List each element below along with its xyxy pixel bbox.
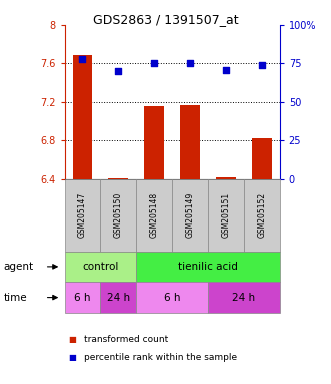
Text: 24 h: 24 h <box>232 293 256 303</box>
Text: ■: ■ <box>68 335 76 344</box>
Point <box>116 68 121 74</box>
Text: time: time <box>3 293 27 303</box>
Point <box>259 62 264 68</box>
Text: percentile rank within the sample: percentile rank within the sample <box>84 353 238 362</box>
Text: GSM205150: GSM205150 <box>114 192 123 238</box>
Bar <box>216 177 236 179</box>
Text: 6 h: 6 h <box>164 293 180 303</box>
Point <box>80 56 85 62</box>
Bar <box>180 105 200 179</box>
Text: GSM205151: GSM205151 <box>221 192 230 238</box>
Bar <box>109 178 128 179</box>
Bar <box>252 138 272 179</box>
Text: GSM205152: GSM205152 <box>257 192 266 238</box>
Point <box>152 60 157 66</box>
Bar <box>72 55 92 179</box>
Text: GSM205147: GSM205147 <box>78 192 87 238</box>
Text: control: control <box>82 262 118 272</box>
Text: GDS2863 / 1391507_at: GDS2863 / 1391507_at <box>93 13 238 26</box>
Text: GSM205149: GSM205149 <box>186 192 195 238</box>
Point <box>187 60 193 66</box>
Text: ■: ■ <box>68 353 76 362</box>
Text: transformed count: transformed count <box>84 335 169 344</box>
Text: 24 h: 24 h <box>107 293 130 303</box>
Text: agent: agent <box>3 262 33 272</box>
Point <box>223 66 228 73</box>
Bar <box>144 106 164 179</box>
Text: 6 h: 6 h <box>74 293 91 303</box>
Text: GSM205148: GSM205148 <box>150 192 159 238</box>
Text: tienilic acid: tienilic acid <box>178 262 238 272</box>
